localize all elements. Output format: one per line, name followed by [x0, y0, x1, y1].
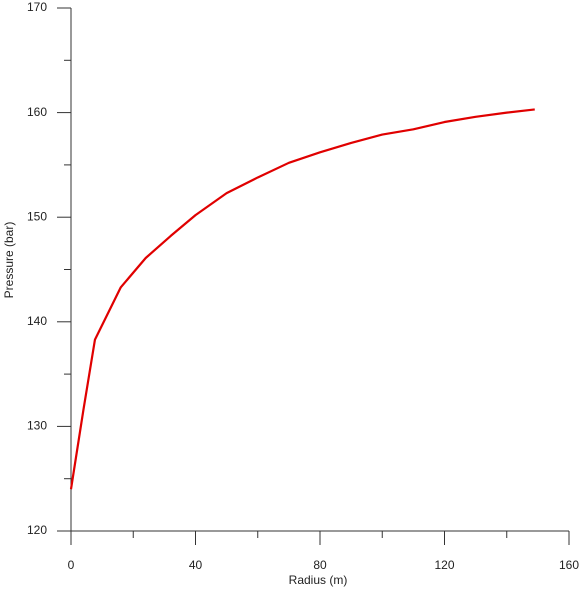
data-line — [69, 108, 535, 490]
y-tick-label: 160 — [27, 105, 47, 119]
y-tick-label: 140 — [27, 314, 47, 328]
y-tick-label: 170 — [27, 0, 47, 14]
x-tick-label: 0 — [68, 558, 75, 572]
y-tick-label: 120 — [27, 523, 47, 537]
x-tick-label: 40 — [189, 558, 203, 572]
y-tick-label: 150 — [27, 209, 47, 223]
y-tick-label: 130 — [27, 419, 47, 433]
y-axis-label: Pressure (bar) — [2, 222, 16, 299]
x-axis-label: Radius (m) — [289, 573, 348, 587]
x-tick-label: 120 — [434, 558, 454, 572]
x-tick-label: 80 — [313, 558, 327, 572]
x-tick-label: 160 — [559, 558, 579, 572]
